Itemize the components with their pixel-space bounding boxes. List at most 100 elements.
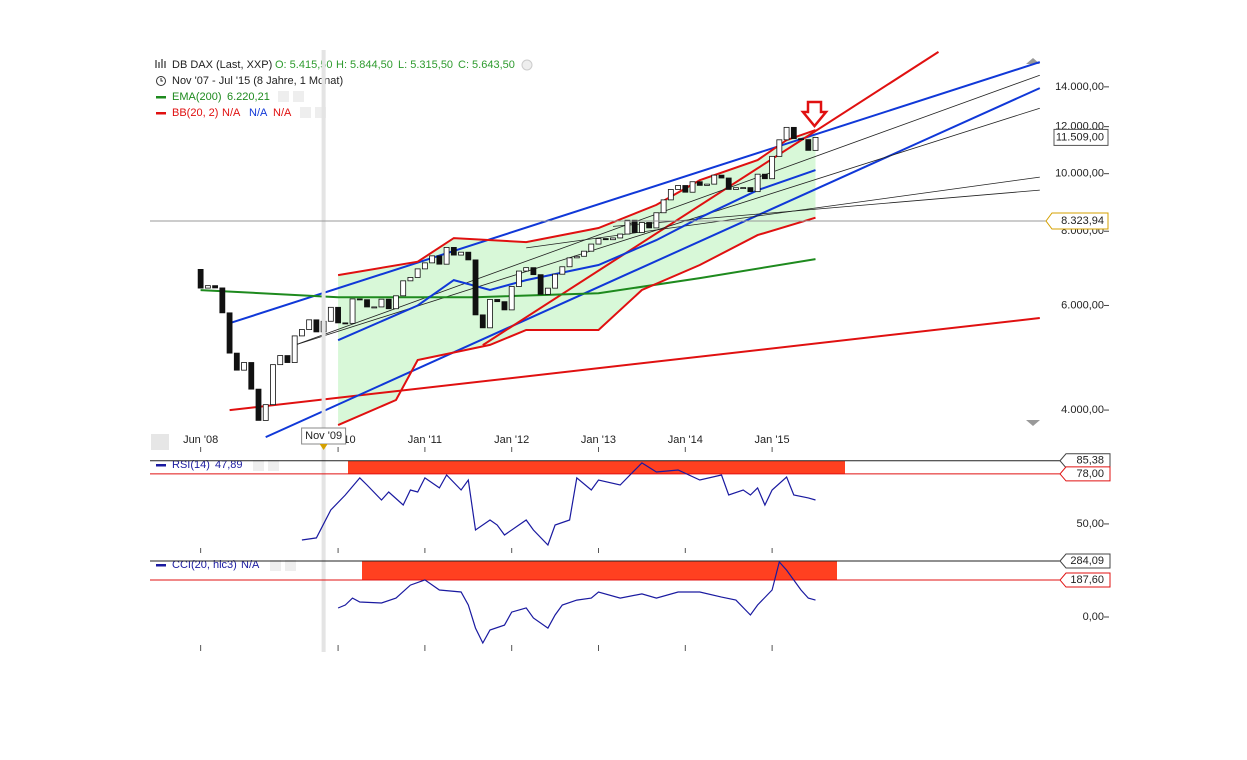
candle bbox=[385, 298, 392, 310]
hline-label: 8.323,94 bbox=[1061, 215, 1104, 227]
candle bbox=[733, 187, 739, 190]
crosshair-pointer bbox=[319, 444, 328, 450]
move-button[interactable] bbox=[151, 434, 169, 450]
candle bbox=[573, 255, 580, 259]
candle bbox=[805, 139, 812, 151]
candle bbox=[255, 388, 262, 421]
y-tick-label: 78,00 bbox=[1076, 468, 1104, 480]
candle bbox=[812, 137, 819, 151]
candle bbox=[617, 233, 624, 239]
cci-legend-value: N/A bbox=[241, 559, 260, 571]
trendline bbox=[265, 87, 1041, 439]
candle bbox=[718, 174, 725, 179]
candle bbox=[262, 404, 269, 421]
legend: DB DAX (Last, XXP) O: 5.415,50 H: 5.844,… bbox=[155, 59, 533, 119]
settings-button[interactable] bbox=[300, 107, 311, 118]
candle bbox=[429, 255, 436, 264]
candle bbox=[371, 306, 378, 309]
candle bbox=[393, 295, 399, 310]
candle bbox=[197, 269, 204, 289]
ohlc-open: O: 5.415,50 bbox=[275, 59, 333, 71]
candle bbox=[624, 219, 631, 235]
candle bbox=[306, 319, 313, 330]
y-tick-label: 4.000,00 bbox=[1061, 404, 1104, 416]
candle bbox=[675, 185, 681, 190]
candle bbox=[378, 298, 385, 308]
close-button[interactable] bbox=[285, 560, 296, 571]
level-tag bbox=[1059, 553, 1111, 569]
overbought-zone bbox=[348, 460, 845, 474]
candle bbox=[660, 199, 667, 214]
y-tick-label: 284,09 bbox=[1070, 555, 1104, 567]
bb-legend-value: N/A bbox=[222, 107, 241, 119]
candle bbox=[516, 270, 522, 287]
price-clip bbox=[197, 51, 1041, 439]
close-button[interactable] bbox=[268, 460, 279, 471]
candle bbox=[226, 312, 233, 354]
trendline bbox=[526, 176, 1040, 249]
candle bbox=[356, 298, 363, 301]
candle bbox=[400, 280, 407, 297]
crosshair-label: Nov '09 bbox=[305, 430, 342, 442]
candle bbox=[299, 329, 305, 337]
candle bbox=[740, 187, 747, 190]
candle bbox=[327, 306, 334, 322]
clock-icon bbox=[156, 76, 166, 86]
bb-legend-value: N/A bbox=[249, 107, 268, 119]
y-tick-label: 187,60 bbox=[1070, 574, 1104, 586]
candle bbox=[465, 251, 472, 261]
ohlc-close: C: 5.643,50 bbox=[458, 59, 515, 71]
scroll-down[interactable] bbox=[1026, 420, 1040, 426]
candle bbox=[711, 174, 718, 185]
close-button[interactable] bbox=[315, 107, 326, 118]
candle bbox=[610, 237, 616, 241]
y-tick-label: 85,38 bbox=[1076, 455, 1104, 467]
candle bbox=[725, 177, 732, 190]
ohlc-high: H: 5.844,50 bbox=[336, 59, 393, 71]
candle bbox=[233, 352, 240, 371]
candle bbox=[487, 299, 493, 329]
candle bbox=[364, 299, 370, 308]
close-button[interactable] bbox=[293, 91, 304, 102]
settings-icon[interactable] bbox=[521, 59, 533, 71]
trendline bbox=[612, 189, 1040, 227]
rsi-legend-swatch bbox=[156, 464, 166, 467]
trendline bbox=[482, 51, 940, 346]
candle bbox=[508, 286, 515, 311]
level-tag bbox=[1059, 466, 1111, 482]
candle bbox=[790, 126, 797, 140]
candle bbox=[776, 139, 783, 157]
candle bbox=[501, 301, 508, 311]
overbought-zone bbox=[362, 560, 837, 581]
settings-button[interactable] bbox=[253, 460, 264, 471]
last-price-tag bbox=[1053, 128, 1109, 146]
y-tick-label: 10.000,00 bbox=[1055, 168, 1104, 180]
candle bbox=[204, 285, 211, 289]
x-tick-label: Jan '11 bbox=[408, 434, 442, 446]
settings-button[interactable] bbox=[270, 560, 281, 571]
crosshair bbox=[321, 50, 326, 652]
candle bbox=[414, 268, 421, 278]
y-tick-label: 14.000,00 bbox=[1055, 81, 1104, 93]
candle bbox=[769, 155, 776, 180]
last-price-label: 11.509,00 bbox=[1056, 131, 1104, 143]
candle bbox=[631, 219, 638, 233]
candle bbox=[407, 277, 414, 282]
candle bbox=[653, 212, 660, 229]
settings-button[interactable] bbox=[278, 91, 289, 102]
candle bbox=[270, 364, 276, 406]
candle bbox=[581, 250, 587, 257]
level-tag bbox=[1059, 572, 1111, 588]
bollinger-lower bbox=[337, 216, 816, 427]
bb-legend-swatch bbox=[156, 112, 166, 115]
candle bbox=[248, 362, 255, 390]
candle bbox=[783, 126, 790, 141]
x-tick-label: Jan '15 bbox=[755, 434, 790, 446]
cci-legend-swatch bbox=[156, 564, 166, 567]
ema-legend-value: 6.220,21 bbox=[227, 91, 270, 103]
candle bbox=[682, 185, 689, 193]
level-tag bbox=[1059, 453, 1111, 469]
x-tick-label: Jan '12 bbox=[494, 434, 529, 446]
candle bbox=[696, 181, 703, 186]
